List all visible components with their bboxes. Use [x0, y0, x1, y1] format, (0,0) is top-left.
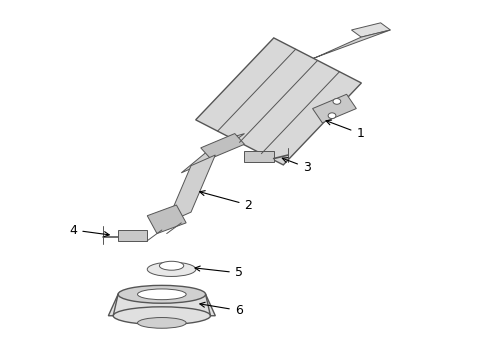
Polygon shape — [166, 155, 215, 223]
Ellipse shape — [118, 285, 205, 303]
Text: 4: 4 — [69, 224, 109, 237]
Ellipse shape — [137, 318, 186, 328]
Polygon shape — [201, 134, 244, 158]
Text: 1: 1 — [325, 120, 364, 140]
Circle shape — [327, 113, 335, 118]
Ellipse shape — [147, 262, 196, 276]
Polygon shape — [181, 134, 244, 173]
Text: 2: 2 — [199, 191, 252, 212]
Polygon shape — [195, 38, 361, 165]
Polygon shape — [273, 30, 389, 76]
Circle shape — [332, 99, 340, 104]
Text: 6: 6 — [200, 302, 242, 317]
Text: 3: 3 — [282, 158, 310, 174]
Ellipse shape — [159, 261, 183, 270]
Polygon shape — [312, 94, 356, 123]
Polygon shape — [108, 294, 215, 316]
Ellipse shape — [137, 289, 186, 300]
Text: 5: 5 — [195, 266, 242, 279]
Polygon shape — [351, 23, 389, 37]
Polygon shape — [118, 230, 147, 241]
Polygon shape — [147, 205, 186, 234]
Ellipse shape — [113, 307, 210, 325]
Polygon shape — [244, 152, 273, 162]
